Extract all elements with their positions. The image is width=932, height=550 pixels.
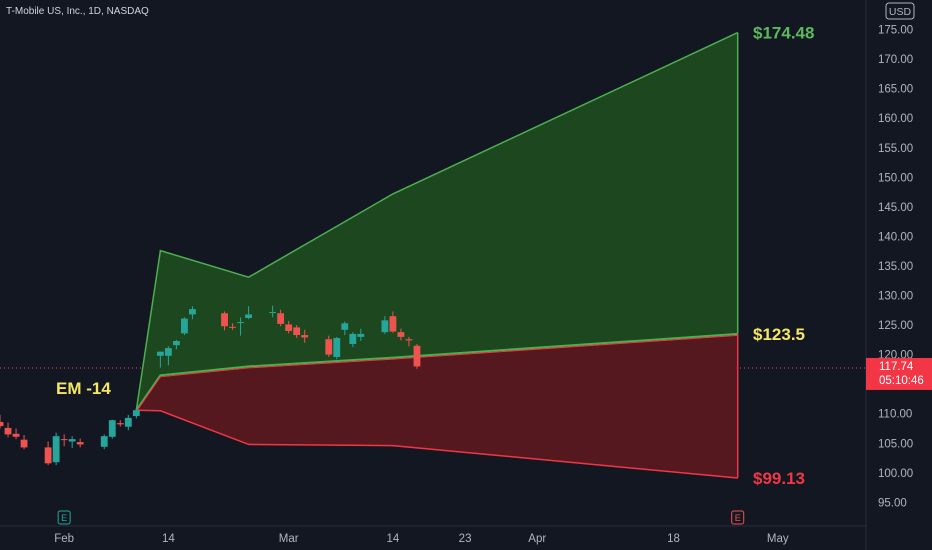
candlestick-series <box>0 305 421 466</box>
earnings-marker-box <box>57 510 71 525</box>
candle-body <box>100 436 108 447</box>
time-axis[interactable]: Feb 14 Mar 14 23 Apr 18 May <box>54 533 789 545</box>
candle-body <box>20 439 28 448</box>
candle-body <box>68 439 76 442</box>
earnings-marker-box <box>731 510 745 525</box>
x-tick-label: 18 <box>667 533 680 545</box>
y-tick-label: 165.00 <box>878 84 913 96</box>
y-tick-label: 155.00 <box>878 143 913 155</box>
x-tick-label: Mar <box>279 533 299 545</box>
mid-band-line-green <box>135 332 738 411</box>
candle-body <box>357 333 365 337</box>
x-tick-label: Apr <box>528 533 546 545</box>
candle-body <box>52 436 60 463</box>
candle-body <box>389 316 397 332</box>
earnings-marker-letter: E <box>735 513 741 523</box>
candle-body <box>164 348 172 356</box>
candle-body <box>12 433 20 437</box>
y-tick-label: 130.00 <box>878 291 913 303</box>
price-tag-background <box>866 357 932 390</box>
candle-body <box>341 323 349 330</box>
y-tick-label: 175.00 <box>878 25 913 37</box>
candle-body <box>285 324 293 331</box>
candle-body <box>108 420 116 437</box>
y-tick-label: 95.00 <box>878 497 907 509</box>
y-tick-label: 145.00 <box>878 202 913 214</box>
candle-body <box>132 410 140 417</box>
candle-body <box>333 338 341 357</box>
candle-body <box>325 339 333 355</box>
candle-body <box>229 326 236 328</box>
y-tick-label: 125.00 <box>878 320 913 332</box>
candle-body <box>4 427 12 435</box>
candle-body <box>76 442 84 445</box>
em-label: EM -14 <box>56 379 111 398</box>
candle-body <box>116 423 124 425</box>
x-tick-label: Feb <box>54 533 74 545</box>
upper-band-label: $174.48 <box>753 24 814 43</box>
currency-badge-border <box>885 2 915 20</box>
mid-band-line-red <box>135 334 738 412</box>
candle-body <box>60 439 68 441</box>
symbol-title: T-Mobile US, Inc., 1D, NASDAQ <box>6 6 149 17</box>
candle-body <box>301 335 309 338</box>
y-tick-label: 135.00 <box>878 261 913 273</box>
price-tag-countdown: 05:10:46 <box>879 375 924 387</box>
x-tick-label: 14 <box>387 533 400 545</box>
candle-body <box>172 341 180 346</box>
y-tick-label: 170.00 <box>878 54 913 66</box>
candle-body <box>44 447 52 464</box>
earnings-marker-letter: E <box>61 513 67 523</box>
y-tick-label: 105.00 <box>878 438 913 450</box>
y-tick-label: 150.00 <box>878 172 913 184</box>
mid-band-label: $123.5 <box>753 325 805 344</box>
currency-badge[interactable]: USD <box>885 2 915 20</box>
y-tick-label: 160.00 <box>878 113 913 125</box>
candle-body <box>237 322 244 324</box>
candle-body <box>269 312 277 314</box>
candle-body <box>397 332 405 337</box>
x-tick-label: 23 <box>459 533 472 545</box>
lower-band-line <box>136 409 738 479</box>
upper-band-line <box>135 31 739 411</box>
y-tick-label: 110.00 <box>878 409 912 421</box>
upper-band-fill <box>136 32 738 411</box>
candle-body <box>405 339 413 341</box>
candle-body <box>156 351 164 356</box>
candle-body <box>189 309 196 315</box>
candle-body <box>293 327 301 336</box>
lower-band-fill <box>136 333 738 478</box>
price-tag-price: 117.74 <box>879 361 914 373</box>
expected-move-bands <box>135 31 739 479</box>
lower-band-label: $99.13 <box>753 469 805 488</box>
candle-body <box>349 333 357 344</box>
current-price-tag: 117.74 05:10:46 <box>866 357 932 390</box>
candle-body <box>277 313 285 324</box>
candle-body <box>221 313 228 327</box>
candle-body <box>124 417 132 427</box>
currency-badge-text: USD <box>889 6 912 18</box>
candle-body <box>0 421 4 427</box>
y-tick-label: 140.00 <box>878 231 913 243</box>
candle-body <box>413 345 421 367</box>
candle-body <box>181 318 188 334</box>
x-tick-label: May <box>767 533 789 545</box>
candle-body <box>245 314 252 318</box>
x-tick-label: 14 <box>162 533 175 545</box>
y-tick-label: 100.00 <box>878 468 913 480</box>
candle-body <box>381 320 389 333</box>
